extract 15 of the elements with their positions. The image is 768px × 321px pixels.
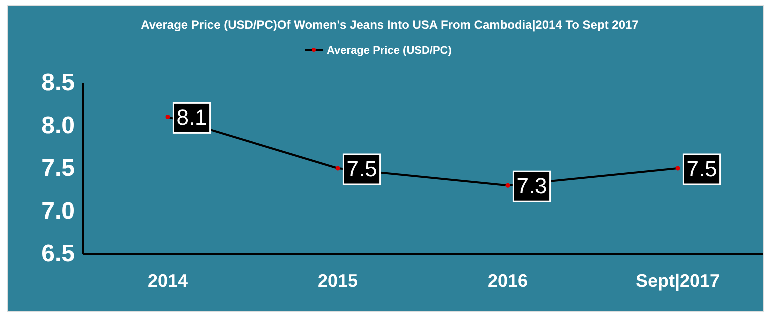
data-label: 8.1 (176, 105, 208, 130)
x-tick-label: 2014 (148, 270, 188, 291)
x-tick-label: 2016 (488, 270, 528, 291)
y-tick-label: 8.0 (42, 112, 75, 140)
data-label: 7.5 (346, 156, 378, 182)
y-tick-label: 7.5 (42, 155, 75, 182)
y-tick-label: 7.0 (42, 198, 75, 225)
chart-title: Average Price (USD/PC)Of Women's Jeans Into USA From Cambodia|2014 To Sept 2017 (141, 18, 640, 32)
x-tick-label: Sept|2017 (636, 270, 720, 291)
x-tick-label: 2015 (318, 270, 358, 291)
legend-label: Average Price (USD/PC) (327, 45, 452, 57)
data-label: 7.5 (686, 156, 718, 182)
y-tick-label: 6.5 (42, 240, 75, 268)
y-tick-label: 8.5 (42, 70, 75, 97)
data-label: 7.3 (516, 174, 548, 199)
